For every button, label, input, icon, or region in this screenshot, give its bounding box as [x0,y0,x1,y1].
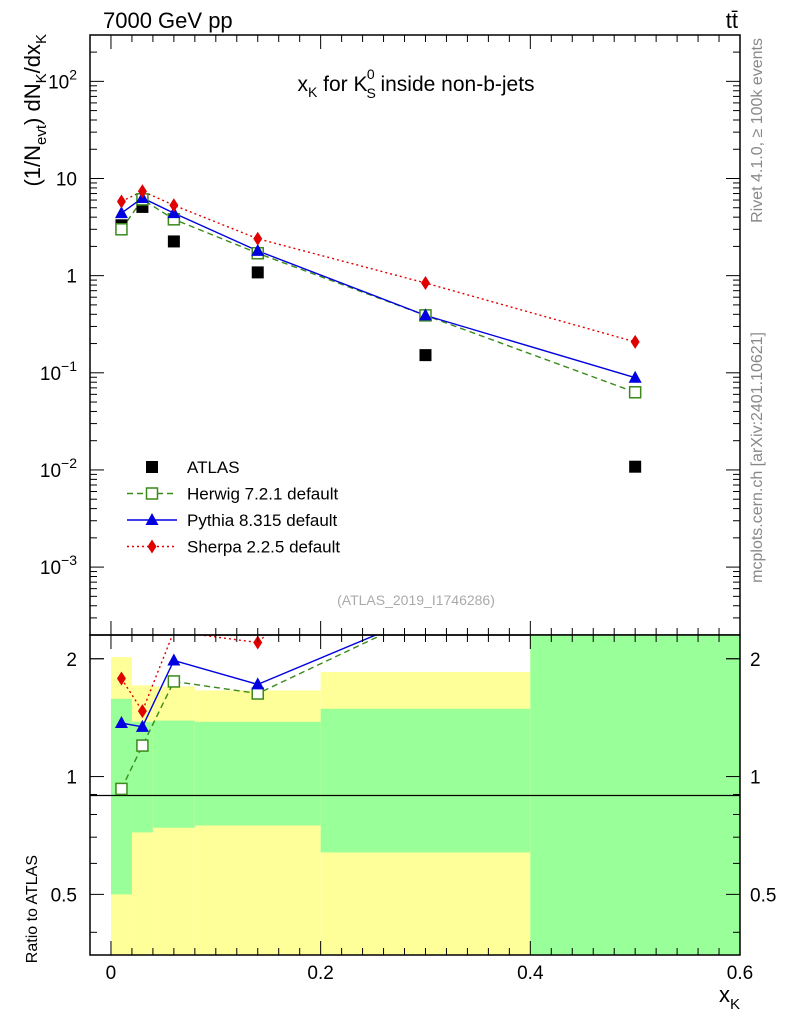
ratio-pythia-point [167,653,181,666]
ratio-y-tick-label-left: 2 [66,650,77,671]
legend-atlas-marker [146,461,158,473]
rivet-version-label: Rivet 4.1.0, ≥ 100k events [749,38,766,223]
x-tick-label: 0 [106,963,117,984]
herwig-data-point [628,386,642,399]
ratio-green-band [152,720,195,828]
main-panel: 102 10 1 10−1 10−2 10−3 xK for KS0 inside non… [20,34,741,636]
herwig-data-point [115,223,128,236]
atlas-data-point [167,235,180,248]
ratio-plot-frame [89,634,741,956]
ratio-y-tick-label-right: 1 [750,768,761,789]
process-label: tt̄ [726,8,738,33]
legend-herwig-marker [145,487,159,500]
ratio-green-band [194,721,321,826]
x-axis-label: xK [719,982,740,1013]
ratio-y-axis-label: Ratio to ATLAS [24,855,41,963]
sherpa-data-point [169,198,179,213]
ratio-herwig-line [120,635,384,790]
ratio-herwig-point [115,782,128,796]
herwig-series-line [120,198,636,393]
ratio-sherpa-point [116,671,126,686]
pythia-data-point [628,370,642,383]
main-y-tick-label: 102 [48,66,77,93]
main-y-axis-label: (1/Nevt) dNK/dxK [20,34,50,187]
sherpa-data-point [137,184,147,199]
atlas-data-point [251,266,264,279]
x-tick-label: 0.4 [517,963,544,984]
sherpa-series-line [121,190,636,343]
atlas-data-point [419,349,432,362]
ratio-pythia-point [251,677,265,690]
main-y-tick-label: 10−1 [40,358,77,385]
sherpa-data-point [253,231,263,246]
ratio-green-band [320,708,531,853]
ratio-herwig-point [167,675,181,688]
main-y-tick-label: 10−3 [40,552,77,579]
sherpa-data-point [630,334,640,349]
main-y-tick-label: 10 [56,170,77,191]
ratio-herwig-point [251,687,264,700]
ratio-herwig-point [136,739,149,752]
ratio-sherpa-point [253,635,263,650]
ratio-green-band [110,698,132,895]
pythia-data-point [251,243,265,256]
pythia-data-point [114,206,128,219]
legend-pythia-label: Pythia 8.315 default [187,511,338,530]
legend-sherpa-label: Sherpa 2.2.5 default [187,538,340,557]
x-tick-label: 0.2 [307,963,333,984]
analysis-id-label: (ATLAS_2019_I1746286) [337,592,495,608]
mcplots-reference-label: mcplots.cern.ch [arXiv:2401.10621] [749,332,766,583]
main-y-tick-label: 1 [66,267,77,288]
ratio-pythia-point [114,716,128,729]
atlas-data-point [629,460,642,473]
pythia-series-line [121,197,636,379]
ratio-sherpa-point [137,704,147,719]
legend-herwig-label: Herwig 7.2.1 default [187,485,338,504]
ratio-y-tick-label-left: 0.5 [51,885,77,906]
main-y-tick-label: 10−2 [40,455,77,482]
ratio-green-band [530,635,740,955]
ratio-panel: 0.5 0.5 1 1 2 2 0 0.2 0.4 0.6 Ratio to ATLAS xK [24,634,776,1013]
ratio-y-tick-label-right: 2 [750,650,761,671]
sherpa-data-point [420,276,430,291]
legend: ATLAS Herwig 7.2.1 default Pythia 8.315 de… [127,458,340,557]
pythia-data-point [418,308,432,321]
ratio-y-tick-label-right: 0.5 [750,885,776,906]
ratio-pythia-point [135,719,149,732]
legend-atlas-label: ATLAS [187,458,240,477]
legend-pythia-marker [145,513,159,525]
energy-label: 7000 GeV pp [103,8,233,33]
ratio-pythia-line [121,635,378,728]
plot-title: xK for KS0 inside non-b-jets [297,66,534,101]
ratio-green-band [131,721,153,833]
sherpa-data-point [116,194,126,209]
ratio-y-tick-label-left: 1 [66,768,77,789]
legend-sherpa-marker [147,539,157,554]
x-tick-label: 0.6 [727,963,753,984]
